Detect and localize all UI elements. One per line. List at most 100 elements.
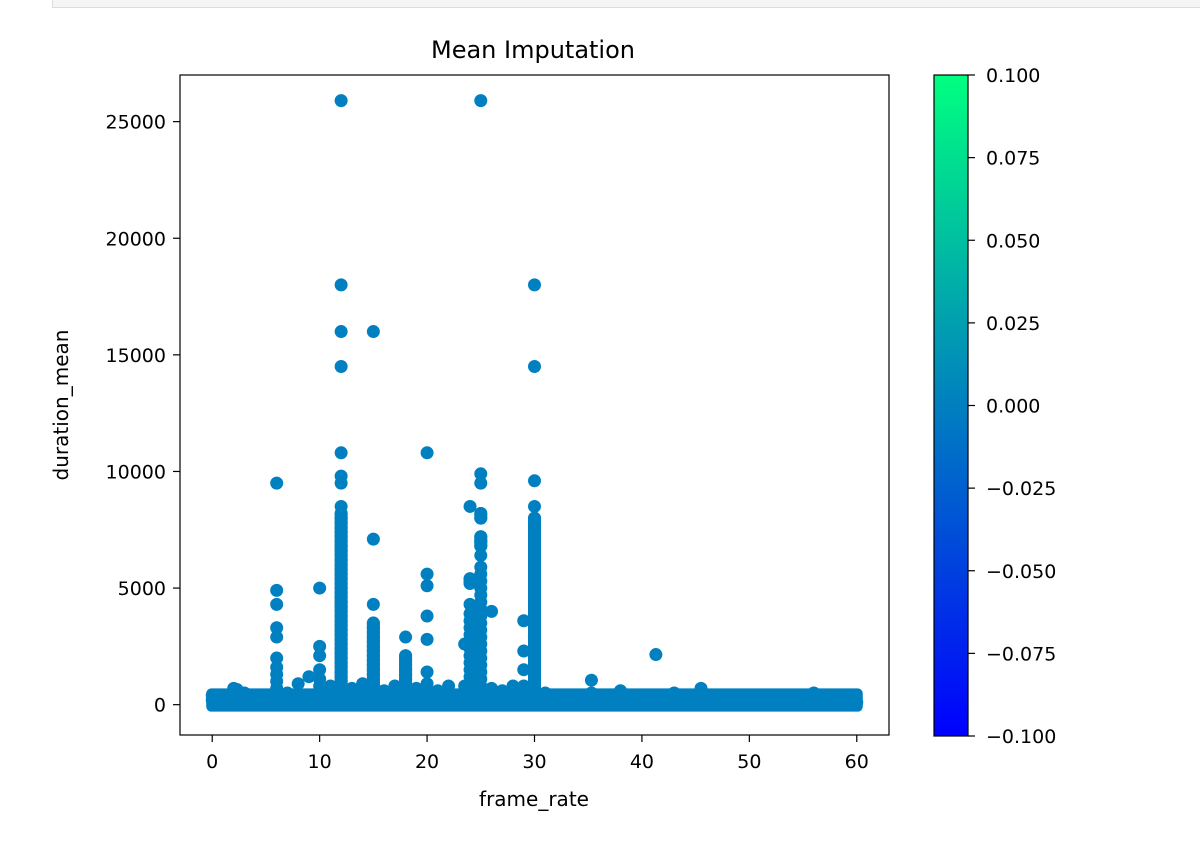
data-point (517, 644, 531, 658)
data-point (205, 693, 219, 707)
data-point (603, 691, 617, 705)
colorbar-tick-label: 0.075 (986, 148, 1040, 170)
data-point (796, 691, 810, 705)
data-point (313, 663, 327, 677)
x-axis: 0 10 20 30 40 50 60 (206, 735, 869, 773)
data-point (463, 695, 477, 709)
data-point (613, 684, 627, 698)
data-point (528, 360, 541, 374)
data-point (420, 609, 434, 623)
data-point (270, 597, 284, 611)
x-axis-label: frame_rate (479, 787, 589, 811)
data-point (775, 691, 789, 705)
y-axis-label: duration_mean (49, 330, 73, 481)
data-point (377, 684, 391, 698)
data-point (517, 614, 531, 628)
colorbar-tick-label: 0.100 (986, 65, 1040, 87)
y-tick-label: 25000 (106, 112, 166, 134)
data-point (721, 688, 735, 702)
y-tick-label: 10000 (106, 461, 166, 483)
data-point (420, 579, 434, 593)
data-point (313, 695, 327, 709)
data-point (474, 548, 488, 562)
colorbar-tick-label: −0.050 (986, 561, 1056, 583)
data-point (474, 511, 488, 525)
data-point (313, 581, 327, 595)
data-points (205, 94, 864, 712)
data-point (420, 665, 434, 679)
data-point (334, 698, 348, 712)
data-point (366, 325, 380, 339)
data-point (323, 679, 337, 693)
data-point (517, 691, 531, 705)
data-point (495, 684, 509, 698)
y-tick-label: 5000 (118, 578, 166, 600)
data-point (474, 476, 488, 490)
data-point (850, 695, 864, 709)
x-tick-label: 40 (630, 751, 654, 773)
data-point (356, 677, 370, 691)
data-point (528, 474, 541, 488)
data-point (270, 698, 284, 712)
data-point (388, 679, 402, 693)
data-point (506, 679, 520, 693)
data-point (570, 693, 584, 707)
data-point (463, 576, 477, 590)
data-point (366, 597, 380, 611)
data-point (538, 686, 552, 700)
data-point (474, 467, 488, 481)
data-point (291, 677, 305, 691)
data-point (366, 695, 380, 709)
y-tick-label: 15000 (106, 345, 166, 367)
x-tick-label: 30 (522, 751, 546, 773)
data-point (259, 691, 273, 705)
data-point (280, 686, 294, 700)
data-point (517, 663, 531, 677)
data-point (764, 688, 778, 702)
data-point (584, 673, 598, 687)
data-point (431, 684, 445, 698)
data-point (528, 499, 541, 513)
data-point (270, 621, 284, 635)
y-tick-label: 0 (154, 695, 166, 717)
data-point (334, 278, 348, 292)
colorbar-tick-label: 0.000 (986, 396, 1040, 418)
x-tick-label: 0 (206, 751, 218, 773)
data-point (270, 583, 284, 597)
data-point (463, 499, 477, 513)
data-point (248, 688, 262, 702)
data-point (302, 670, 316, 684)
data-point (474, 539, 488, 553)
x-tick-label: 60 (845, 751, 869, 773)
data-point (420, 695, 434, 709)
data-point (334, 94, 348, 108)
data-point (528, 698, 541, 712)
data-point (216, 691, 230, 705)
colorbar: 0.100 0.075 0.050 0.025 0.000 −0.025 −0.050 −0.… (933, 65, 1056, 748)
data-point (366, 532, 380, 546)
data-point (237, 686, 251, 700)
colorbar-tick-label: 0.025 (986, 313, 1040, 335)
notebook-cell-edge (52, 0, 1200, 8)
data-point (420, 567, 434, 581)
data-point (517, 679, 531, 693)
data-point (742, 688, 756, 702)
data-point (485, 681, 499, 695)
data-point (334, 325, 348, 339)
data-point (334, 476, 348, 490)
data-point (399, 630, 413, 644)
data-point (463, 597, 477, 611)
data-point (732, 691, 746, 705)
data-point (785, 693, 799, 707)
data-point (549, 691, 563, 705)
data-point (474, 94, 488, 108)
colorbar-tick-label: 0.050 (986, 230, 1040, 252)
data-point (678, 691, 692, 705)
data-point (635, 691, 649, 705)
data-point (270, 630, 284, 644)
data-point (807, 686, 821, 700)
data-point (334, 446, 348, 460)
data-point (485, 695, 499, 709)
data-point (399, 695, 413, 709)
